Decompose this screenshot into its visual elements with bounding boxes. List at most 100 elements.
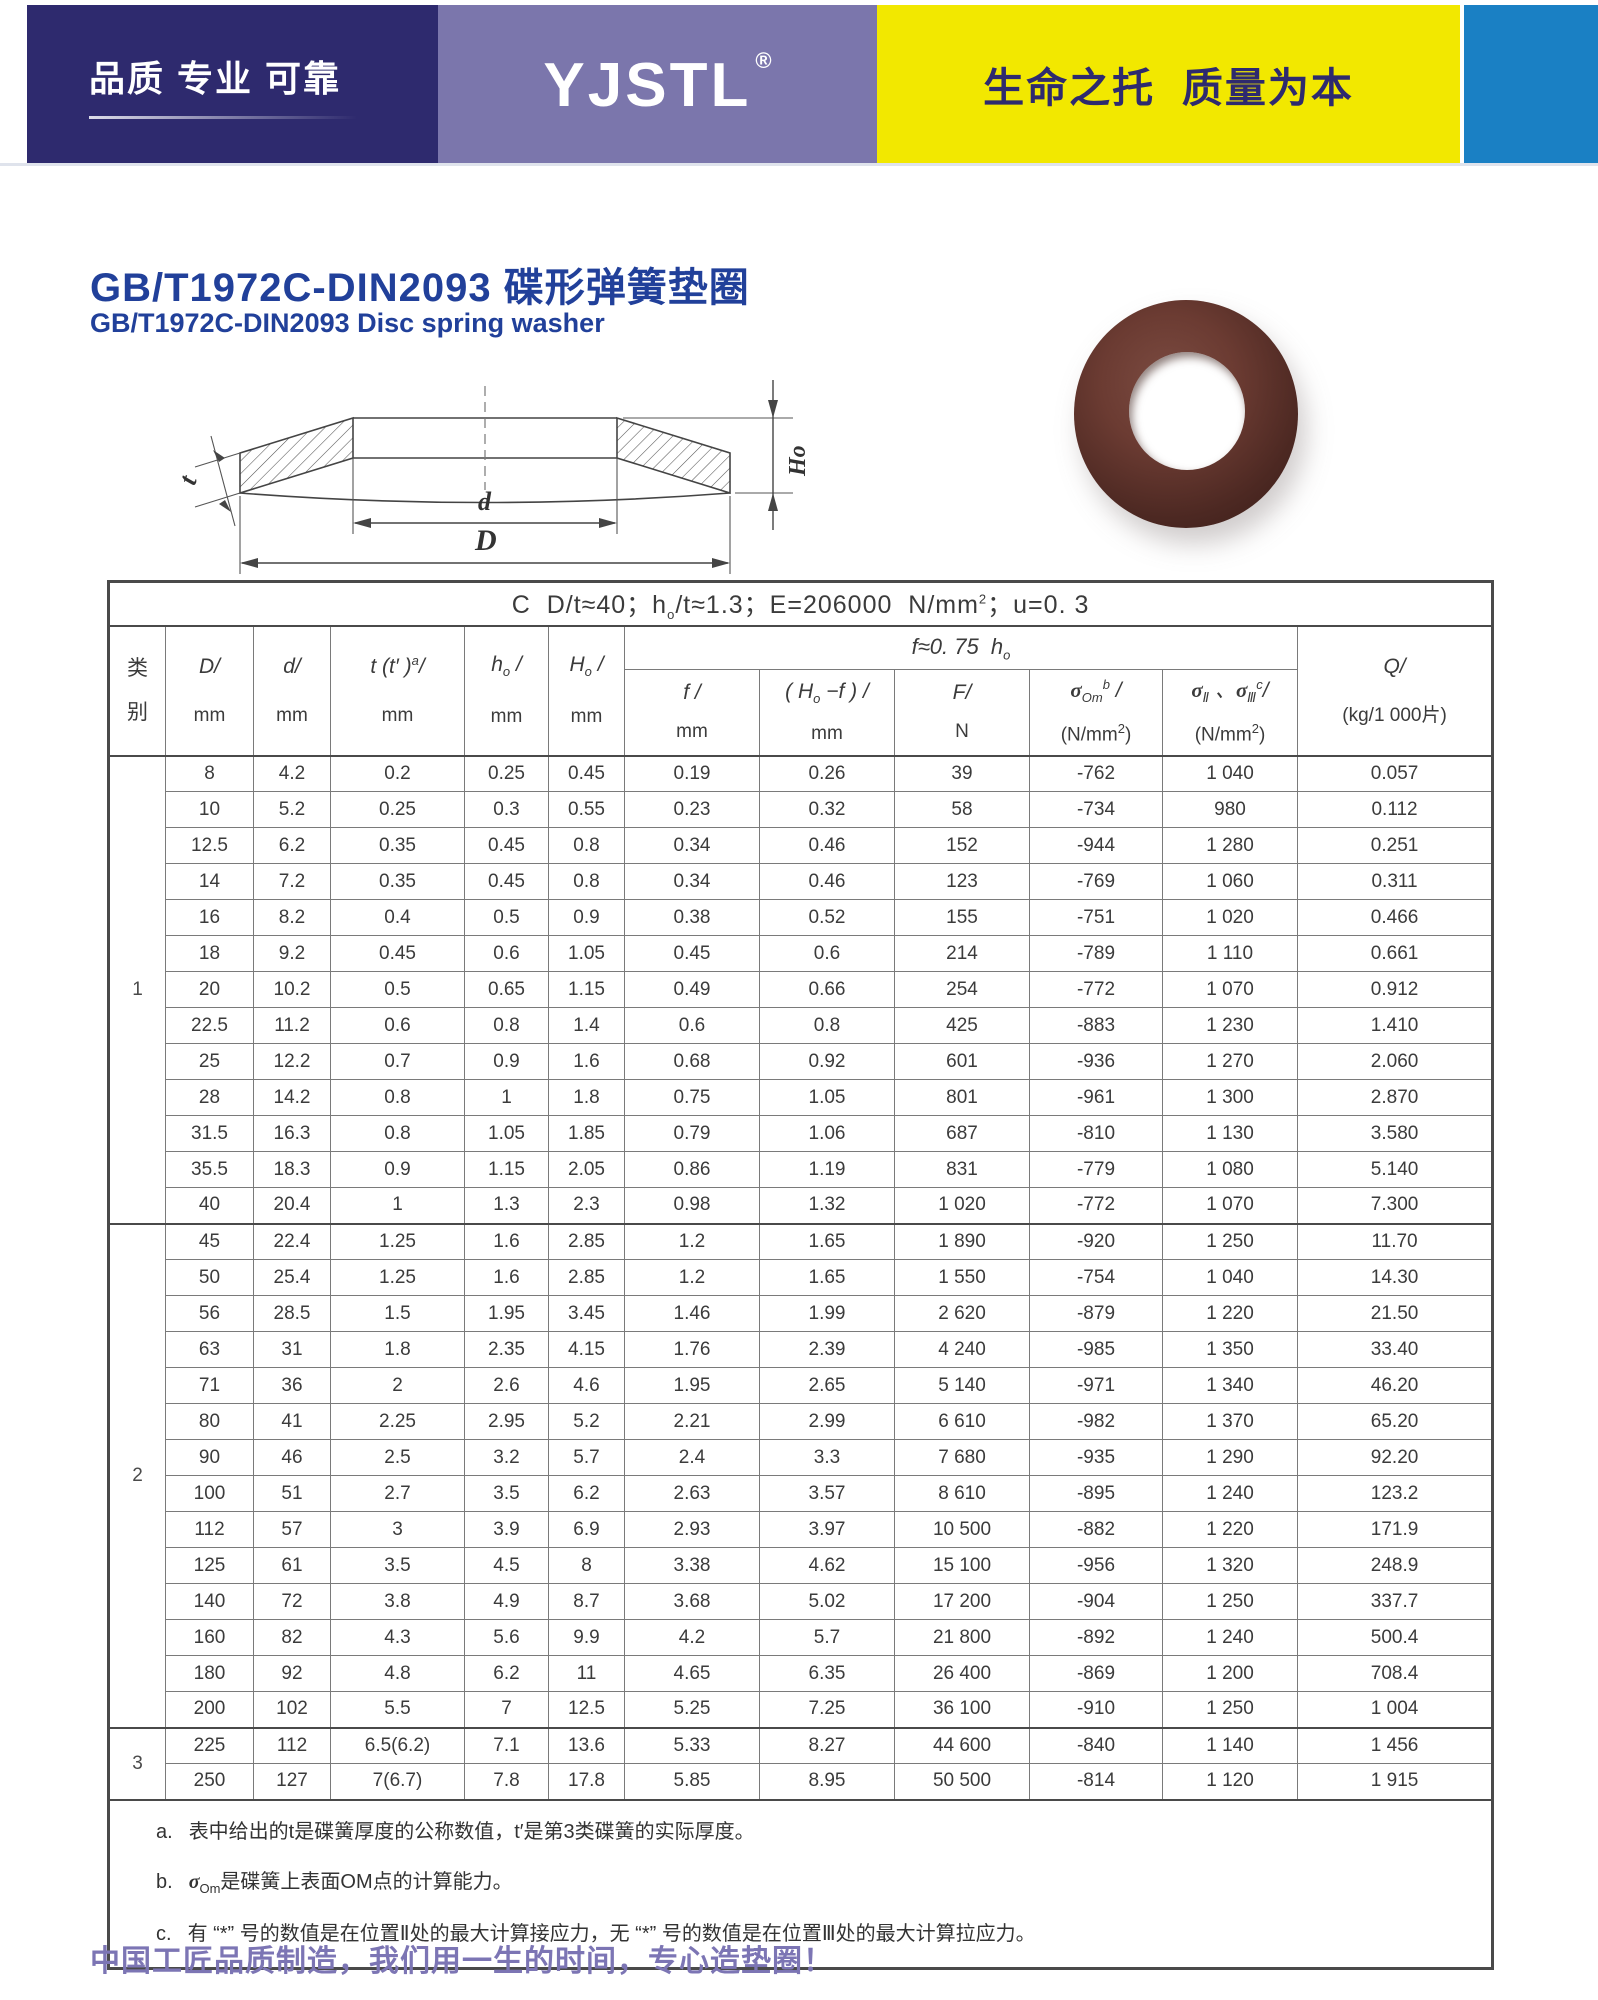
table-cell: 0.2 — [330, 754, 465, 792]
table-notes: a. 表中给出的t是碟簧厚度的公称数值，t′是第3类碟簧的实际厚度。 b. σOm是… — [107, 1798, 1494, 1969]
table-row: 18 9.2 0.45 0.6 1.05 0.45 0.6 214 -789 1 110 0.661 — [109, 935, 1494, 972]
table-cell: 46 — [253, 1439, 331, 1476]
table-cell: 11 — [548, 1655, 625, 1692]
table-cell: 1.2 — [624, 1222, 760, 1260]
table-cell: 1 280 — [1162, 827, 1298, 864]
table-cell: 214 — [894, 935, 1030, 972]
table-cell: 14 — [165, 863, 254, 900]
table-cell: 0.45 — [548, 754, 625, 792]
table-cell: 1 110 — [1162, 935, 1298, 972]
table-cell: 5.2 — [253, 791, 331, 828]
table-cell: 4.15 — [548, 1331, 625, 1368]
table-cell: 0.45 — [464, 827, 549, 864]
table-cell: -754 — [1029, 1259, 1163, 1296]
table-cell: 2.93 — [624, 1511, 760, 1548]
table-cell: -772 — [1029, 1187, 1163, 1224]
table-cell: -982 — [1029, 1403, 1163, 1440]
table-cell: 112 — [165, 1511, 254, 1548]
table-cell: 4.3 — [330, 1619, 465, 1656]
table-cell: 56 — [165, 1295, 254, 1332]
note-c: c. 有 “*” 号的数值是在位置Ⅱ处的最大计算接应力，无 “*” 号的数值是在位… — [156, 1922, 1036, 1945]
left-section-hatch — [239, 416, 354, 495]
table-cell: 1.19 — [759, 1151, 895, 1188]
table-cell: 1.6 — [548, 1043, 625, 1080]
table-cell: -904 — [1029, 1583, 1163, 1620]
table-cell: 6.2 — [548, 1475, 625, 1512]
table-cell: 1 120 — [1162, 1763, 1298, 1800]
table-cell: 1.85 — [548, 1115, 625, 1152]
table-cell: 3.97 — [759, 1511, 895, 1548]
table-cell: 7 — [464, 1691, 549, 1728]
table-cell: 1 220 — [1162, 1511, 1298, 1548]
table-cell: 1.4 — [548, 1007, 625, 1044]
table-cell: 57 — [253, 1511, 331, 1548]
table-row: 200 102 5.5 7 12.5 5.25 7.25 36 100 -910 1 250 1 0… — [109, 1691, 1494, 1728]
table-cell: 1.05 — [759, 1079, 895, 1116]
table-cell: 1.6 — [464, 1259, 549, 1296]
table-cell: 2.5 — [330, 1439, 465, 1476]
table-cell: 41 — [253, 1403, 331, 1440]
table-cell: -883 — [1029, 1007, 1163, 1044]
table-cell: 0.25 — [464, 754, 549, 792]
banner-slogan-right: 生命之托 质量为本 — [983, 65, 1354, 111]
table-cell: 1 340 — [1162, 1367, 1298, 1404]
page-title-zh: GB/T1972C-DIN2093 碟形弹簧垫圈 — [90, 266, 750, 310]
brand-logo-text: YJSTL — [543, 50, 752, 120]
table-cell: 2.3 — [548, 1187, 625, 1224]
table-cell: 10 500 — [894, 1511, 1030, 1548]
table-cell: 2.060 — [1296, 1043, 1494, 1080]
table-cell: 0.75 — [624, 1079, 760, 1116]
table-cell: 5.02 — [759, 1583, 895, 1620]
table-cell: 6 610 — [894, 1403, 1030, 1440]
table-row: 16 8.2 0.4 0.5 0.9 0.38 0.52 155 -751 1 020 0.466 — [109, 899, 1494, 936]
table-cell: 0.057 — [1296, 754, 1494, 792]
table-cell: 2.25 — [330, 1403, 465, 1440]
table-cell: 0.112 — [1296, 791, 1494, 828]
table-cell: 1 140 — [1162, 1726, 1298, 1764]
table-cell: -840 — [1029, 1726, 1163, 1764]
col-header-t: t (t′ )a/mm — [330, 625, 465, 756]
table-cell: 0.35 — [330, 863, 465, 900]
table-cell: 2.85 — [548, 1259, 625, 1296]
banner-shadow-line — [0, 163, 1598, 166]
category-label: 2 — [108, 1222, 166, 1728]
table-cell: -985 — [1029, 1331, 1163, 1368]
table-cell: 0.49 — [624, 971, 760, 1008]
table-cell: 20 — [165, 971, 254, 1008]
table-cell: 7.2 — [253, 863, 331, 900]
table-cell: 20.4 — [253, 1187, 331, 1224]
table-cell: 7.1 — [464, 1726, 549, 1764]
table-cell: 4.5 — [464, 1547, 549, 1584]
table-cell: 0.661 — [1296, 935, 1494, 972]
table-cell: 0.23 — [624, 791, 760, 828]
table-cell: 1 220 — [1162, 1295, 1298, 1332]
table-row: 80 41 2.25 2.95 5.2 2.21 2.99 6 610 -982 1 370 65.… — [109, 1403, 1494, 1440]
table-cell: 3.45 — [548, 1295, 625, 1332]
table-cell: 123.2 — [1296, 1475, 1494, 1512]
table-cell: 1.32 — [759, 1187, 895, 1224]
table-cell: 12.2 — [253, 1043, 331, 1080]
header-sub-row: f / mm ( Ho −f ) / mm F/N σOmb / (N/mm2) σⅡ… — [109, 669, 1493, 757]
table-cell: 425 — [894, 1007, 1030, 1044]
table-cell: 6.2 — [253, 827, 331, 864]
table-cell: 0.6 — [759, 935, 895, 972]
banner-logo: YJSTL ® — [438, 5, 877, 163]
table-cell: 7.25 — [759, 1691, 895, 1728]
table-row: 250 127 7(6.7) 7.8 17.8 5.85 8.95 50 500 -814 1 1… — [109, 1763, 1494, 1800]
spec-line-row: C D/t≈40；ho/t≈1.3；E=206000 N/mm2；u=0. 3 — [107, 581, 1494, 627]
table-cell: 50 500 — [894, 1763, 1030, 1800]
washer-photo — [1074, 300, 1298, 528]
table-cell: 8.2 — [253, 899, 331, 936]
table-cell: 1 020 — [894, 1187, 1030, 1224]
table-cell: 248.9 — [1296, 1547, 1494, 1584]
page-title-en: GB/T1972C-DIN2093 Disc spring washer — [90, 308, 605, 338]
table-cell: 1 290 — [1162, 1439, 1298, 1476]
table-cell: 9.2 — [253, 935, 331, 972]
banner-slogan-left: 品质 专业 可靠 — [89, 57, 342, 99]
table-cell: 0.26 — [759, 754, 895, 792]
table-cell: 12.5 — [165, 827, 254, 864]
table-cell: 8.7 — [548, 1583, 625, 1620]
table-cell: 5.7 — [759, 1619, 895, 1656]
table-row: 1 8 4.2 0.2 0.25 0.45 0.19 0.26 39 -762 1 040 0.057 — [108, 754, 1494, 1224]
table-cell: -910 — [1029, 1691, 1163, 1728]
